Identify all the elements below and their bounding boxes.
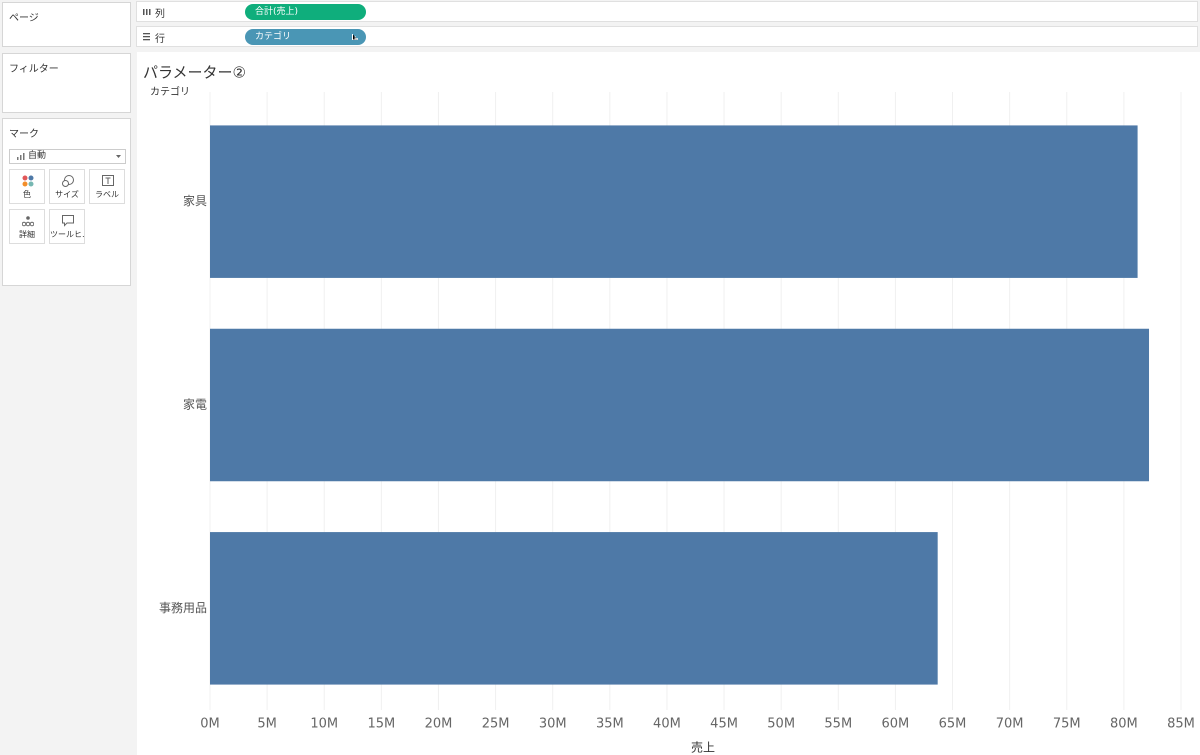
x-tick-label: 15M bbox=[367, 717, 395, 732]
x-tick-label: 50M bbox=[767, 717, 795, 732]
size-label: サイズ bbox=[55, 190, 79, 199]
size-button[interactable]: サイズ bbox=[49, 169, 85, 204]
columns-pill[interactable]: 合計(売上) bbox=[245, 4, 366, 20]
label-button[interactable]: ラベル bbox=[89, 169, 125, 204]
x-tick-label: 75M bbox=[1053, 717, 1081, 732]
columns-label: 列 bbox=[155, 9, 165, 20]
x-tick-label: 65M bbox=[939, 717, 967, 732]
rows-pill-text: カテゴリ bbox=[255, 32, 292, 42]
filters-title: フィルター bbox=[9, 64, 59, 75]
bar bbox=[210, 125, 1138, 278]
rows-pill[interactable]: カテゴリ bbox=[245, 29, 366, 45]
mark-type-dropdown[interactable]: 自動 bbox=[9, 149, 126, 164]
dropdown-arrow bbox=[116, 155, 121, 158]
tooltip-label: ツールヒ… bbox=[50, 230, 84, 239]
mark-type: 自動 bbox=[28, 151, 47, 161]
y-tick-label: 家具 bbox=[183, 194, 207, 208]
columns-icon bbox=[143, 9, 151, 15]
y-tick-label: 家電 bbox=[183, 398, 207, 412]
columns-pill-text: 合計(売上) bbox=[255, 7, 299, 17]
filters-card: フィルター bbox=[2, 53, 131, 113]
tooltip-icon bbox=[62, 215, 74, 227]
x-tick-label: 40M bbox=[653, 717, 681, 732]
pages-title: ページ bbox=[9, 13, 39, 24]
x-tick-label: 85M bbox=[1167, 717, 1195, 732]
x-tick-label: 35M bbox=[596, 717, 624, 732]
chart: パラメーター② カテゴリ 売上 0M 5M 10M 15M 20M 25M 30M 35M 40… bbox=[137, 52, 1200, 755]
x-tick-label: 80M bbox=[1110, 717, 1138, 732]
mark-type-icon bbox=[17, 153, 25, 160]
label-icon bbox=[102, 175, 114, 186]
detail-icon bbox=[22, 216, 34, 227]
color-button[interactable]: 色 bbox=[9, 169, 45, 204]
detail-button[interactable]: 詳細 bbox=[9, 209, 45, 244]
rows-shelf: 行 カテゴリ bbox=[136, 26, 1198, 47]
pages-card: ページ bbox=[2, 2, 131, 47]
x-tick-label: 10M bbox=[310, 717, 338, 732]
rows-label: 行 bbox=[155, 34, 165, 45]
label-label: ラベル bbox=[95, 190, 119, 199]
x-tick-label: 30M bbox=[539, 717, 567, 732]
x-tick-label: 0M bbox=[200, 717, 220, 732]
bar bbox=[210, 328, 1150, 482]
x-tick-label: 25M bbox=[482, 717, 510, 732]
x-tick-label: 20M bbox=[425, 717, 453, 732]
x-tick-label: 45M bbox=[710, 717, 738, 732]
bar bbox=[210, 532, 938, 685]
sort-icon bbox=[352, 34, 358, 40]
x-axis-title: 売上 bbox=[691, 740, 715, 755]
y-tick-label: 事務用品 bbox=[159, 601, 207, 615]
x-tick-label: 5M bbox=[257, 717, 277, 732]
chart-title: パラメーター② bbox=[143, 64, 246, 82]
x-tick-label: 60M bbox=[882, 717, 910, 732]
x-tick-label: 55M bbox=[824, 717, 852, 732]
color-label: 色 bbox=[23, 190, 31, 199]
size-icon bbox=[62, 175, 74, 187]
marks-title: マーク bbox=[9, 129, 39, 140]
x-tick-label: 70M bbox=[996, 717, 1024, 732]
color-icon bbox=[22, 175, 34, 187]
marks-card: マーク 自動 色 サイズ ラベル 詳細 ツールヒ… bbox=[2, 118, 131, 286]
row-header: カテゴリ bbox=[150, 85, 190, 98]
rows-icon bbox=[143, 33, 150, 41]
detail-label: 詳細 bbox=[19, 230, 35, 239]
tooltip-button[interactable]: ツールヒ… bbox=[49, 209, 85, 244]
columns-shelf: 列 合計(売上) bbox=[136, 1, 1198, 22]
